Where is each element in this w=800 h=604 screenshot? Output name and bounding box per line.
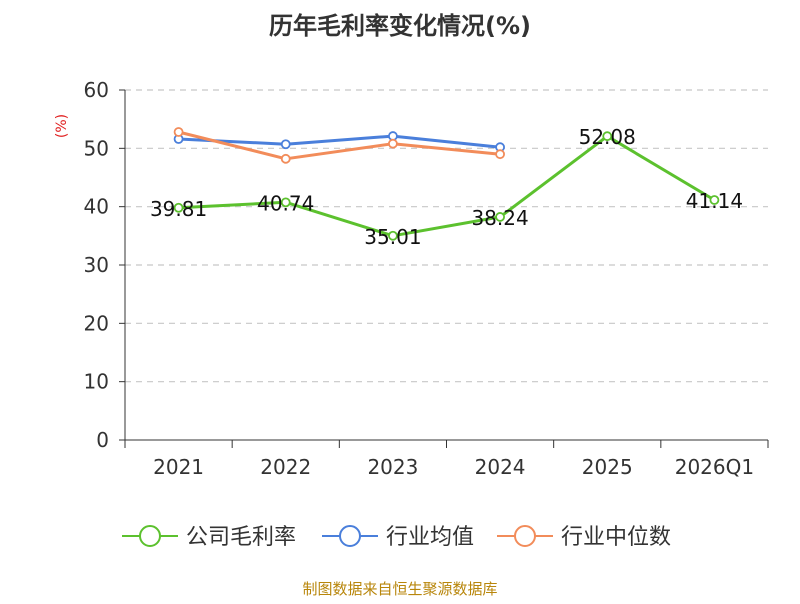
data-point [280,153,291,164]
data-point [388,230,398,241]
y-axis-unit: (%) [54,114,70,138]
y-tick-label: 60 [84,78,109,102]
x-tick-label: 2025 [582,455,633,479]
data-point [280,139,291,150]
data-point [709,195,720,205]
source-note: 制图数据来自恒生聚源数据库 [302,580,497,598]
data-point [280,197,291,208]
chart-title: 历年毛利率变化情况(%) [269,12,531,40]
legend-item: 公司毛利率 [122,525,296,550]
axes: 0 10 20 30 40 50 60 2021 2022 2023 2024 2025 2026Q1 [84,78,769,479]
data-point [495,212,505,222]
y-tick-label: 50 [84,136,109,160]
legend-marker [514,525,536,547]
x-tick-label: 2022 [260,455,311,479]
data-label: 35.01 [364,225,421,249]
y-tick-label: 20 [84,311,109,335]
y-tick-label: 40 [84,195,109,219]
data-label: 38.24 [471,206,528,230]
data-point [173,127,184,137]
legend-item: 行业中位数 [497,525,671,550]
series-line [178,134,716,238]
legend: 公司毛利率 行业均值 行业中位数 [122,525,671,550]
data-point [173,202,184,213]
legend-item: 行业均值 [322,525,474,550]
y-tick-label: 10 [84,370,109,394]
x-tick-label: 2023 [367,455,418,479]
legend-label: 行业均值 [386,525,474,550]
legend-marker [139,525,161,547]
x-tick-label: 2024 [475,455,526,479]
legend-label: 行业中位数 [561,525,671,550]
data-point [388,138,398,149]
data-labels: 39.81 40.74 35.01 38.24 52.08 41.14 [150,125,743,249]
data-point [495,149,505,160]
data-label: 41.14 [686,189,743,213]
grid-lines [125,89,768,383]
x-tick-label: 2021 [153,455,204,479]
series-group [173,127,720,241]
legend-marker [339,525,361,547]
x-tick-label: 2026Q1 [675,455,754,479]
data-label: 40.74 [257,191,314,215]
series-line [178,134,501,149]
data-point [602,131,613,142]
y-tick-label: 30 [84,253,109,277]
data-label: 39.81 [150,197,207,221]
series-line [178,130,501,161]
y-tick-label: 0 [96,428,109,452]
data-label: 52.08 [579,125,636,149]
legend-label: 公司毛利率 [186,525,296,550]
